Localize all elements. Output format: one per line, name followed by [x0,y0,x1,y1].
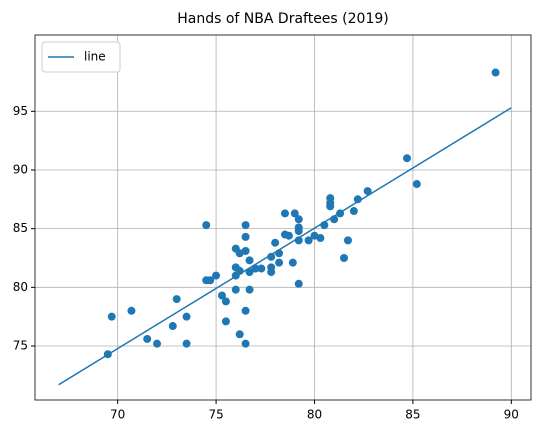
point [326,202,335,211]
point [168,322,177,331]
point [316,234,325,243]
point [336,209,345,218]
point [235,330,244,339]
point [267,268,276,277]
point [363,187,372,196]
point [340,253,349,262]
point [330,215,339,224]
point [245,268,254,277]
y-tick-label: 85 [13,221,28,235]
point [241,246,250,255]
point [284,231,293,240]
point [304,236,313,245]
point [245,256,254,265]
point [294,226,303,235]
point [221,317,230,326]
point [241,221,250,230]
point [294,215,303,224]
point [103,350,112,359]
point [290,209,299,218]
point [320,221,329,230]
point [353,195,362,204]
point [267,252,276,261]
point [221,297,230,306]
point [127,306,136,315]
point [143,334,152,343]
point [294,279,303,288]
y-tick-label: 95 [13,104,28,118]
point [107,312,116,321]
point [275,258,284,267]
point [241,232,250,241]
point [343,236,352,245]
point [217,291,226,300]
point [257,264,266,273]
point [153,339,162,348]
point [271,238,280,247]
point [172,295,181,304]
x-tick-label: 80 [307,408,322,422]
point [251,264,260,273]
point [206,276,215,285]
point [235,266,244,275]
y-tick-label: 80 [13,280,28,294]
point [212,271,221,280]
point [288,258,297,267]
point [241,339,250,348]
x-tick-label: 75 [208,408,223,422]
point [202,221,211,230]
point [241,306,250,315]
plot-frame [34,34,532,401]
legend-label: line [84,50,106,64]
point [403,154,411,163]
y-tick-label: 75 [13,339,28,353]
legend-box [41,41,121,73]
chart-title: Hands of NBA Draftees (2019) [177,11,388,27]
point [349,207,358,216]
point [182,339,191,348]
x-tick-label: 85 [405,408,420,422]
point [280,209,289,218]
point [294,236,303,245]
regression-line [58,107,512,386]
x-tick-label: 90 [504,408,519,422]
point [412,180,421,189]
y-tick-label: 90 [13,162,28,176]
point [275,249,284,258]
point [231,285,240,294]
point [182,312,191,321]
x-tick-label: 70 [110,408,125,422]
point [245,285,254,294]
point [491,68,500,77]
